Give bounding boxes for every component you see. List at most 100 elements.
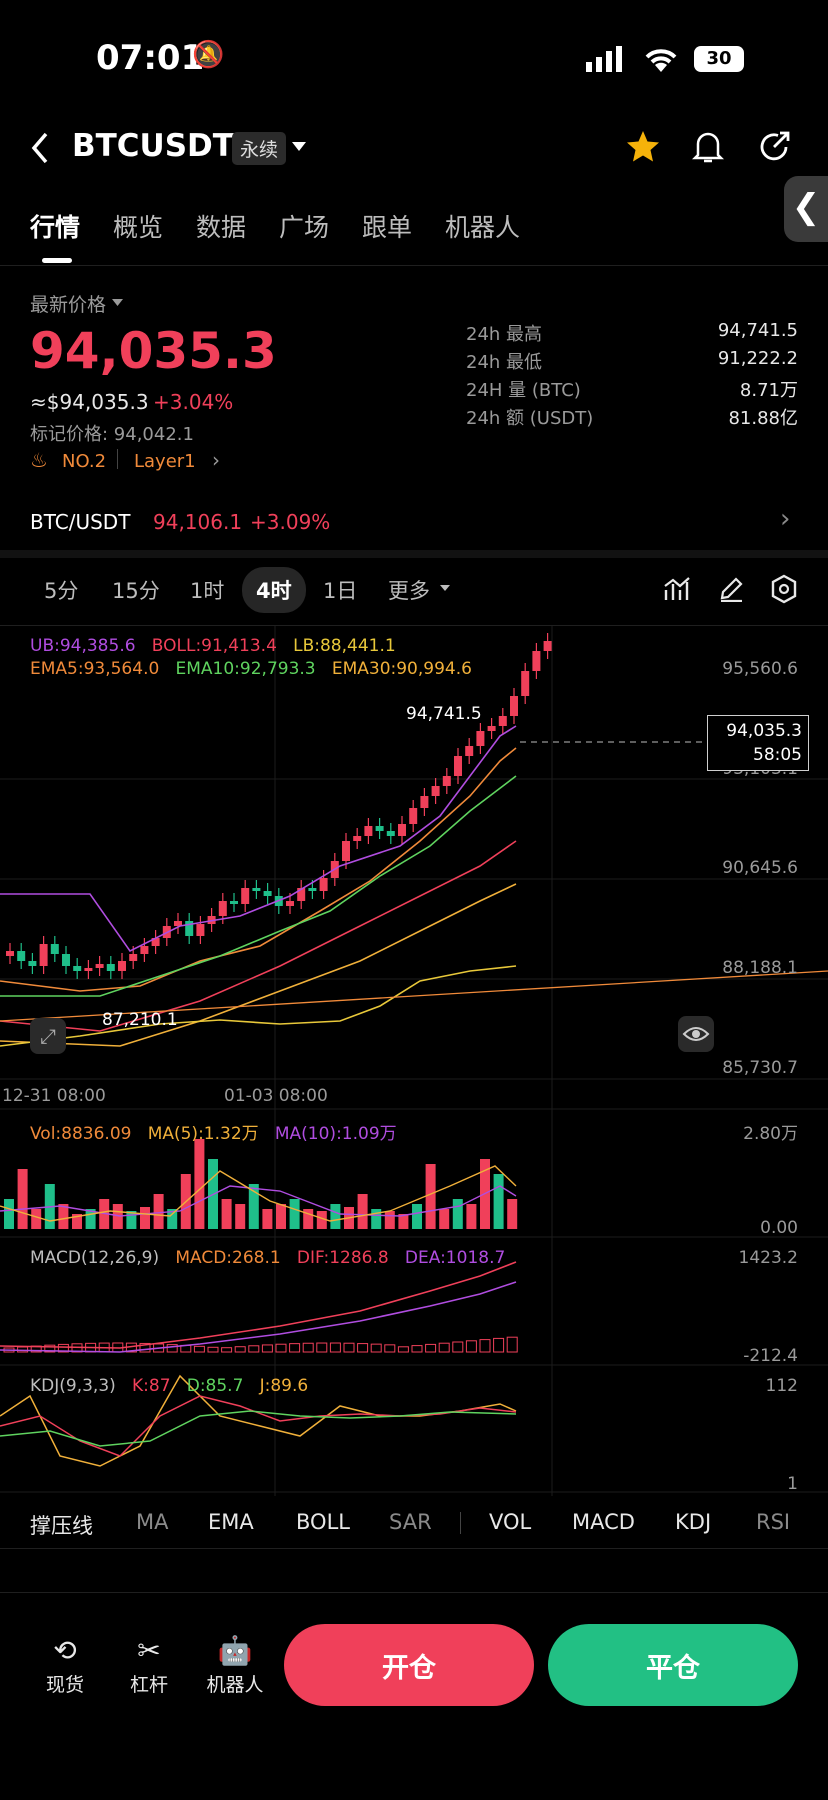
side-drawer-handle[interactable]: ❮ bbox=[784, 176, 828, 242]
overlay-line bbox=[0, 840, 517, 1032]
spot-price: 94,106.1 bbox=[153, 510, 243, 534]
tab-bot[interactable]: 机器人 bbox=[445, 213, 521, 242]
volume-bar bbox=[466, 1204, 477, 1229]
nav-leverage[interactable]: ✂ 杠杆 bbox=[114, 1632, 184, 1697]
legend-vol-ma10: MA(10):1.09万 bbox=[274, 1124, 397, 1144]
vol-ma5-line bbox=[0, 1165, 517, 1222]
price-axis-label: 85,730.7 bbox=[722, 1058, 798, 1078]
macd-bar bbox=[479, 1339, 491, 1353]
tab-copy-trade[interactable]: 跟单 bbox=[362, 213, 413, 242]
legend-macd: MACD:268.1 bbox=[175, 1248, 281, 1268]
candle-body bbox=[95, 964, 104, 968]
time-axis-label: 01-03 08:00 bbox=[224, 1086, 328, 1106]
macd-bar bbox=[289, 1343, 301, 1353]
macd-bar bbox=[465, 1340, 477, 1353]
volume-bar bbox=[507, 1199, 518, 1229]
macd-bar bbox=[397, 1346, 409, 1353]
ind-ma[interactable]: MA bbox=[136, 1510, 169, 1534]
tf-5m[interactable]: 5分 bbox=[44, 579, 79, 603]
spot-pair-row[interactable]: BTC/USDT 94,106.1 +3.09% › bbox=[0, 490, 828, 546]
trend-line bbox=[0, 970, 828, 1022]
caret-down-icon[interactable] bbox=[292, 142, 306, 152]
ind-ema[interactable]: EMA bbox=[208, 1510, 254, 1534]
battery-icon: 30 bbox=[694, 46, 744, 72]
eye-icon[interactable] bbox=[678, 1016, 714, 1052]
legend-boll: BOLL:91,413.4 bbox=[151, 636, 277, 656]
ind-macd[interactable]: MACD bbox=[572, 1510, 635, 1534]
tf-15m[interactable]: 15分 bbox=[112, 579, 160, 603]
candles bbox=[6, 633, 552, 979]
stat-value: 91,222.2 bbox=[717, 348, 798, 369]
kdj-axis-label: 112 bbox=[765, 1376, 798, 1396]
open-position-button[interactable]: 开仓 bbox=[284, 1624, 534, 1706]
ind-vol[interactable]: VOL bbox=[489, 1510, 532, 1534]
volume-bar bbox=[412, 1204, 422, 1229]
candle-body bbox=[62, 954, 70, 966]
candle-body bbox=[151, 938, 160, 946]
volume-bar bbox=[439, 1209, 450, 1229]
candle-body bbox=[409, 808, 418, 824]
kdj-lines bbox=[0, 1374, 517, 1467]
sector-tag[interactable]: Layer1 bbox=[134, 451, 196, 472]
expand-icon[interactable]: ⤢ bbox=[30, 1018, 66, 1054]
high-marker: 94,741.5 bbox=[406, 704, 482, 724]
settings-hex-icon[interactable] bbox=[770, 574, 798, 604]
tf-more[interactable]: 更多 bbox=[388, 579, 430, 603]
candle-body bbox=[185, 921, 194, 936]
latest-price-label[interactable]: 最新价格 bbox=[30, 294, 107, 316]
caret-down-icon[interactable] bbox=[440, 585, 450, 592]
macd-bar bbox=[506, 1336, 518, 1353]
nav-label: 杠杆 bbox=[129, 1674, 168, 1696]
tab-market[interactable]: 行情 bbox=[30, 213, 81, 242]
volume-bar bbox=[153, 1194, 164, 1229]
candle-body bbox=[353, 836, 362, 841]
tf-1d[interactable]: 1日 bbox=[323, 579, 358, 603]
macd-bar bbox=[166, 1344, 178, 1353]
tab-square[interactable]: 广场 bbox=[279, 213, 330, 242]
volume-bar bbox=[58, 1204, 69, 1229]
tab-overview[interactable]: 概览 bbox=[113, 213, 164, 242]
macd-bar bbox=[370, 1343, 382, 1353]
candle-body bbox=[140, 946, 149, 954]
volume-bar bbox=[248, 1184, 259, 1229]
tf-4h[interactable]: 4时 bbox=[242, 567, 306, 613]
candle-body bbox=[454, 756, 462, 776]
volume-bar bbox=[398, 1214, 409, 1229]
rank-badge[interactable]: NO.2 bbox=[62, 451, 107, 472]
tf-1h[interactable]: 1时 bbox=[190, 579, 225, 603]
low-marker: 87,210.1 bbox=[102, 1010, 178, 1030]
macd-bar bbox=[248, 1345, 260, 1353]
volume-bar bbox=[262, 1209, 273, 1229]
dea-line bbox=[0, 1281, 517, 1353]
candle-body bbox=[442, 776, 451, 786]
legend-ema30: EMA30:90,994.6 bbox=[331, 659, 472, 679]
bell-icon[interactable] bbox=[692, 130, 724, 164]
stat-volume: 24H 量 (BTC) 8.71万 bbox=[466, 376, 798, 402]
macd-bar bbox=[302, 1342, 314, 1353]
divider bbox=[0, 625, 828, 626]
indicator-icon[interactable] bbox=[664, 576, 690, 602]
macd-bar bbox=[384, 1344, 396, 1353]
close-position-button[interactable]: 平仓 bbox=[548, 1624, 798, 1706]
ind-sar[interactable]: SAR bbox=[389, 1510, 432, 1534]
share-icon[interactable] bbox=[758, 130, 792, 164]
nav-bot[interactable]: 🤖 机器人 bbox=[200, 1632, 270, 1697]
ind-rsi[interactable]: RSI bbox=[756, 1510, 791, 1534]
candle-body bbox=[364, 826, 373, 836]
star-icon[interactable] bbox=[626, 130, 660, 164]
back-icon[interactable] bbox=[30, 132, 50, 164]
ind-boll[interactable]: BOLL bbox=[296, 1510, 350, 1534]
ind-kdj[interactable]: KDJ bbox=[675, 1510, 712, 1534]
volume-bar bbox=[167, 1209, 178, 1229]
chevron-right-icon[interactable]: › bbox=[212, 448, 220, 472]
ema-legend: EMA5:93,564.0 EMA10:92,793.3 EMA30:90,99… bbox=[30, 659, 472, 679]
nav-spot[interactable]: ⟲ 现货 bbox=[30, 1632, 100, 1697]
overlay-lines bbox=[0, 725, 517, 1047]
ind-support-resistance[interactable]: 撑压线 bbox=[30, 1514, 93, 1538]
volume-bar bbox=[303, 1209, 314, 1229]
kline-chart[interactable] bbox=[0, 626, 828, 1496]
pencil-icon[interactable] bbox=[718, 576, 744, 602]
tab-data[interactable]: 数据 bbox=[196, 213, 247, 242]
symbol-title[interactable]: BTCUSDT bbox=[72, 128, 234, 164]
grid bbox=[0, 626, 828, 1496]
